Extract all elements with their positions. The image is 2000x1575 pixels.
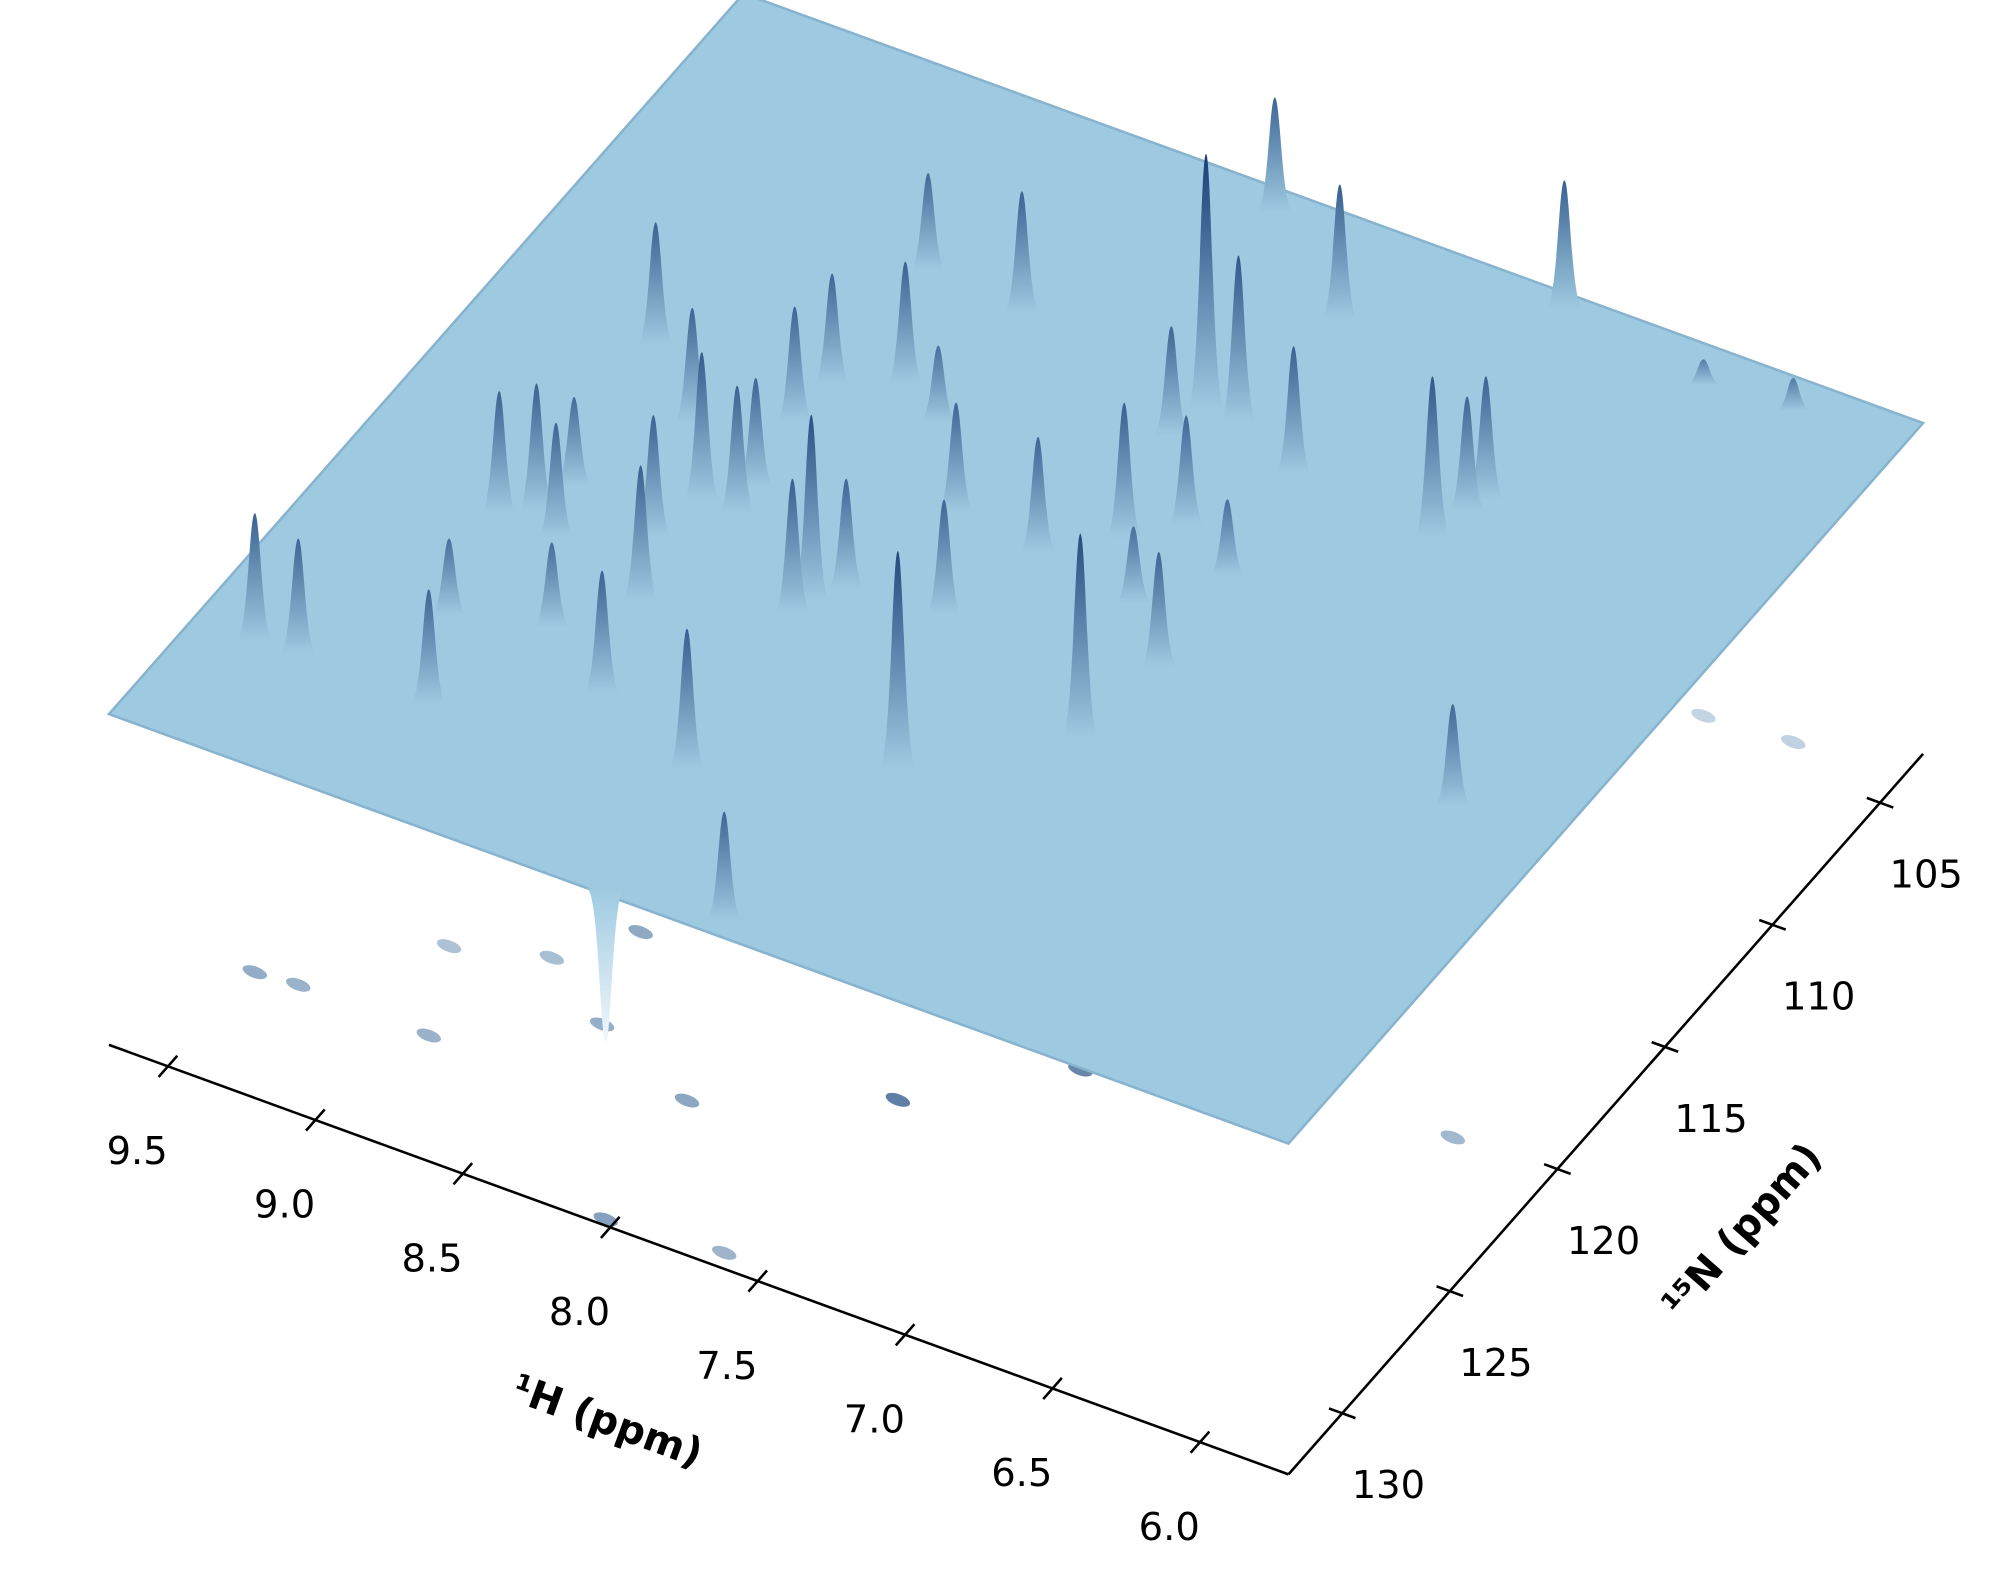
peak <box>667 628 707 770</box>
peak <box>532 542 572 627</box>
peak <box>636 222 675 346</box>
projection <box>539 950 565 965</box>
projection <box>416 1028 441 1043</box>
x-tick-label: 6.0 <box>1139 1505 1200 1550</box>
x-tick-label: 6.5 <box>991 1451 1052 1496</box>
y-tick-label: 125 <box>1459 1341 1532 1386</box>
x-tick-label: 9.5 <box>107 1129 168 1174</box>
x-axis <box>108 1043 1289 1476</box>
peak <box>1219 255 1258 423</box>
y-tick-label: 115 <box>1674 1097 1747 1142</box>
peak <box>1186 153 1226 411</box>
peak <box>1774 377 1813 412</box>
x-tick <box>894 1323 916 1347</box>
x-tick <box>1042 1377 1063 1400</box>
peak <box>908 173 948 271</box>
x-axis-label: ¹H (ppm) <box>506 1366 709 1477</box>
x-tick-label: 9.0 <box>254 1183 315 1228</box>
peak <box>235 513 275 642</box>
y-axis-label: ¹⁵N (ppm) <box>1654 1134 1832 1327</box>
peak <box>826 478 866 589</box>
x-tick <box>157 1054 179 1078</box>
peak <box>582 570 622 694</box>
peak <box>736 378 775 489</box>
peak <box>886 261 925 385</box>
peak <box>1018 437 1058 553</box>
peak <box>1114 526 1153 604</box>
peak <box>479 391 519 515</box>
peak <box>1274 346 1313 475</box>
peak <box>717 385 757 514</box>
y-tick-label: 105 <box>1890 853 1963 898</box>
projection <box>436 939 462 954</box>
peak <box>878 551 918 770</box>
peak <box>1208 499 1247 577</box>
surface <box>106 0 1926 1146</box>
projection <box>885 1092 911 1107</box>
x-tick-label: 8.0 <box>549 1290 610 1335</box>
x-tick <box>747 1269 768 1293</box>
y-tick <box>1436 1285 1464 1298</box>
peak <box>1320 184 1360 321</box>
x-tick <box>452 1162 474 1186</box>
y-tick-label: 130 <box>1352 1463 1425 1508</box>
peak <box>792 414 831 603</box>
peak <box>621 465 660 602</box>
peak <box>919 345 958 423</box>
peak <box>409 589 449 705</box>
peak <box>704 811 744 923</box>
projection <box>242 965 268 980</box>
peak <box>1104 402 1144 539</box>
projection <box>674 1093 700 1108</box>
projection <box>1781 735 1806 750</box>
peak <box>554 396 594 487</box>
peak <box>1152 326 1191 437</box>
x-tick-label: 7.5 <box>696 1344 757 1389</box>
projection <box>286 977 311 992</box>
peak <box>1413 376 1452 538</box>
projection <box>1691 708 1716 723</box>
x-tick <box>305 1108 326 1132</box>
projection <box>1440 1130 1466 1145</box>
peak <box>1166 415 1206 526</box>
x-tick <box>599 1215 621 1239</box>
peak <box>682 352 721 501</box>
y-tick <box>1543 1163 1572 1176</box>
peak <box>1061 533 1100 739</box>
projection <box>712 1245 737 1260</box>
peak <box>517 383 556 512</box>
x-tick-label: 8.5 <box>401 1236 462 1281</box>
peak <box>924 499 964 615</box>
peak <box>278 538 318 654</box>
peak <box>1447 396 1487 512</box>
peak <box>1002 191 1042 315</box>
peak <box>1139 551 1179 668</box>
peak <box>812 273 852 384</box>
peak <box>1433 704 1473 807</box>
x-tick-label: 7.0 <box>844 1397 905 1442</box>
peak <box>773 478 812 615</box>
peak <box>586 888 625 1043</box>
y-tick <box>1758 918 1787 931</box>
peak <box>1466 376 1506 500</box>
projection <box>628 925 653 939</box>
peak <box>936 402 976 513</box>
y-tick-label: 120 <box>1567 1219 1640 1264</box>
y-tick <box>1651 1040 1679 1053</box>
peak <box>429 538 469 616</box>
x-tick <box>1189 1430 1211 1454</box>
peak <box>775 306 814 422</box>
peak <box>1255 97 1295 213</box>
peak <box>1684 359 1723 386</box>
y-tick-label: 110 <box>1782 975 1855 1020</box>
peak <box>536 422 576 539</box>
y-tick <box>1328 1407 1356 1420</box>
y-tick <box>1866 796 1894 809</box>
peak <box>1545 180 1584 309</box>
y-axis <box>1287 752 1925 1476</box>
